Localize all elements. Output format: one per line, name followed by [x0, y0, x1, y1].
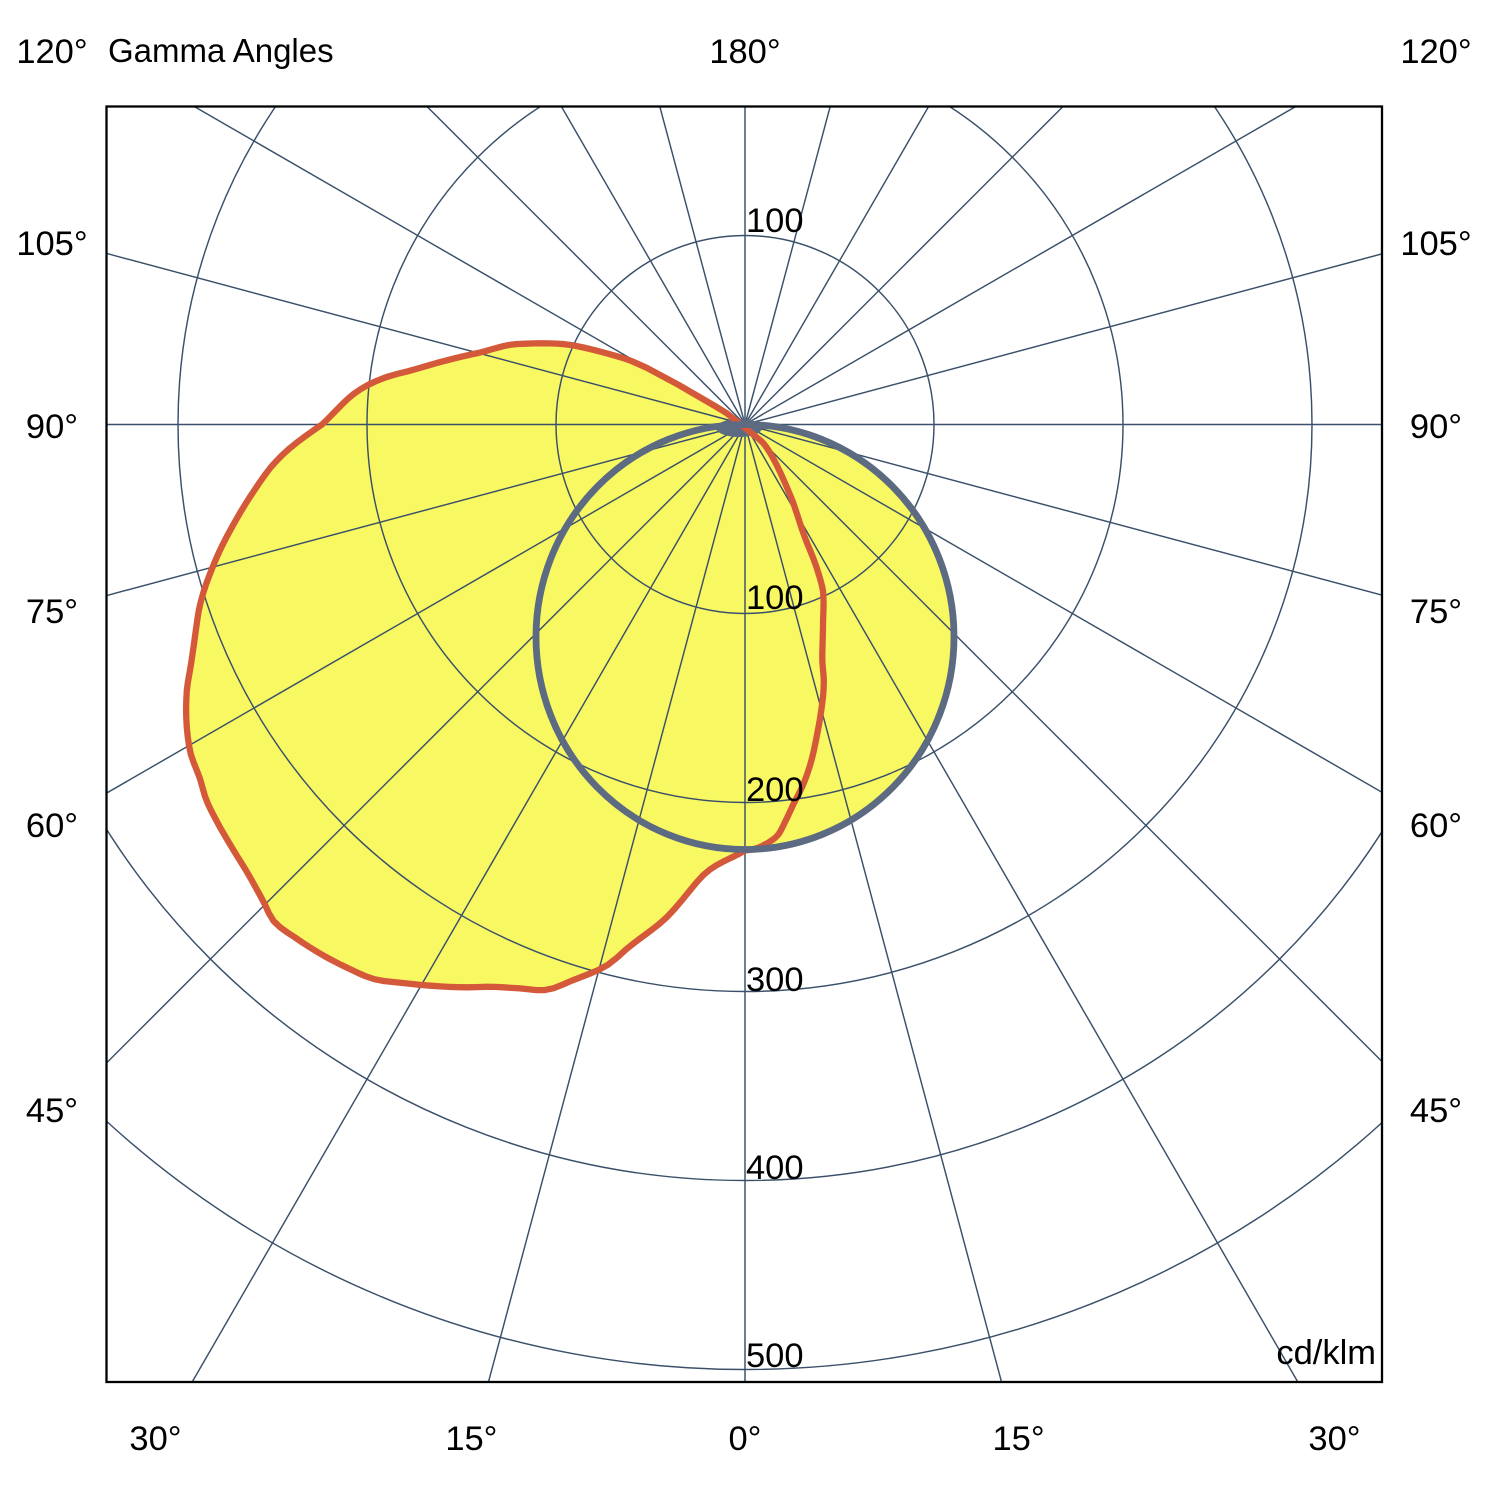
svg-text:60°: 60°: [1410, 807, 1462, 845]
svg-text:120°: 120°: [1400, 33, 1471, 71]
svg-text:15°: 15°: [993, 1420, 1045, 1458]
svg-text:0°: 0°: [729, 1420, 762, 1458]
svg-text:45°: 45°: [1410, 1092, 1462, 1130]
svg-text:180°: 180°: [709, 33, 780, 71]
svg-text:100: 100: [746, 202, 804, 240]
svg-text:Gamma Angles: Gamma Angles: [108, 32, 334, 69]
svg-text:200: 200: [746, 771, 804, 809]
svg-text:90°: 90°: [26, 408, 78, 446]
svg-text:75°: 75°: [1410, 593, 1462, 631]
svg-text:105°: 105°: [1400, 225, 1471, 263]
svg-text:cd/klm: cd/klm: [1276, 1334, 1376, 1372]
svg-text:500: 500: [746, 1337, 804, 1375]
svg-text:100: 100: [746, 579, 804, 617]
svg-text:90°: 90°: [1410, 408, 1462, 446]
svg-text:15°: 15°: [445, 1420, 497, 1458]
svg-text:30°: 30°: [129, 1420, 181, 1458]
svg-text:60°: 60°: [26, 807, 78, 845]
svg-text:400: 400: [746, 1149, 804, 1187]
svg-text:105°: 105°: [16, 225, 87, 263]
svg-text:120°: 120°: [16, 33, 87, 71]
svg-text:30°: 30°: [1308, 1420, 1360, 1458]
svg-text:45°: 45°: [26, 1092, 78, 1130]
svg-text:300: 300: [746, 961, 804, 999]
svg-text:75°: 75°: [26, 593, 78, 631]
